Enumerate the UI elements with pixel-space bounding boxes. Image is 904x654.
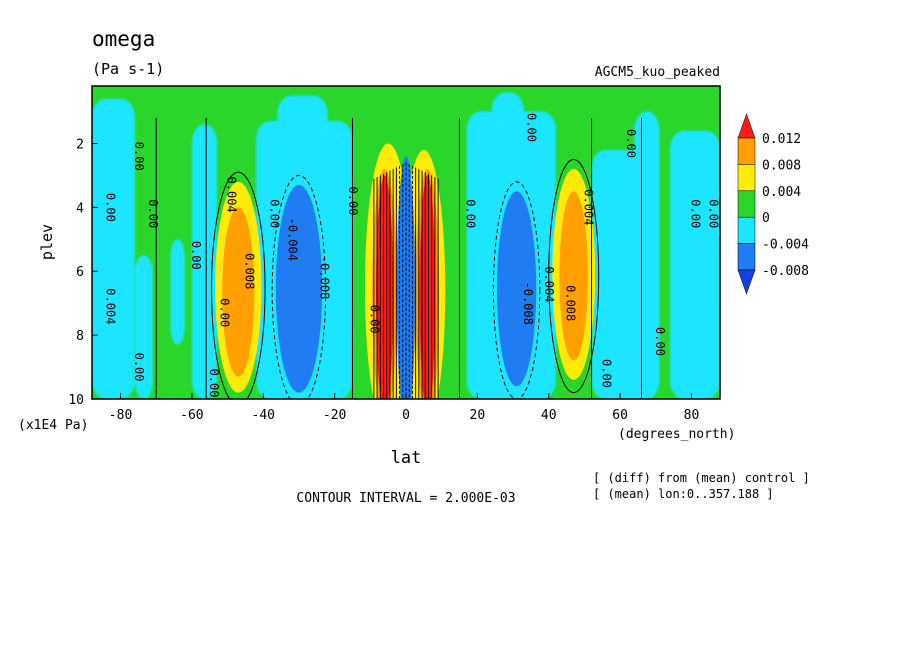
contour-label: 0.00 <box>653 327 667 356</box>
contour-label: 0.00 <box>267 199 281 228</box>
negative-region <box>491 92 524 128</box>
x-tick-label: -80 <box>109 408 132 423</box>
contour-label: 0.00 <box>464 199 478 228</box>
colorbar-swatch <box>737 243 756 271</box>
colorbar-label: -0.004 <box>762 238 809 253</box>
contour-interval-text: CONTOUR INTERVAL = 2.000E-03 <box>296 491 515 506</box>
negative-region <box>277 95 328 144</box>
contour-label: 0.008 <box>564 285 578 321</box>
contour-label: 0.00 <box>524 113 538 142</box>
contour-label: 0.00 <box>103 193 117 222</box>
plot-area: 0.00 0.004 0.00 0.00 0.00 0.00 0.00 0.004 0.008 0… <box>92 86 720 399</box>
x-tick-label: 40 <box>541 408 557 423</box>
y-tick-label: 2 <box>76 137 84 152</box>
contour-label: 0.00 <box>688 199 702 228</box>
contour-label: -0.008 <box>521 282 535 325</box>
negative-region <box>634 111 660 399</box>
x-axis: -80 -60 -40 -20 0 20 40 60 80 <box>109 393 699 423</box>
y-tick-label: 6 <box>76 265 84 280</box>
contour-label: 0.00 <box>367 305 381 334</box>
x-tick-label: -20 <box>323 408 346 423</box>
contour-line <box>211 171 266 399</box>
y-tick-label: 4 <box>76 201 84 216</box>
colorbar-label: 0.004 <box>762 185 801 200</box>
colorbar-label: 0.008 <box>762 158 801 173</box>
negative-cell-north-core <box>496 191 537 387</box>
contour-line <box>548 158 600 394</box>
chart-title: omega <box>92 27 155 51</box>
positive-cell-south-core <box>222 207 255 377</box>
colorbar-legend: 0.012 0.008 0.004 0 -0.004 -0.008 <box>737 113 809 295</box>
contour-label: 0.00 <box>207 369 221 398</box>
y-axis-title: plev <box>38 224 56 260</box>
negative-region <box>670 130 720 399</box>
negative-cell-south-core <box>275 185 323 393</box>
contour-label: -0.004 <box>542 259 556 302</box>
equatorial-positive-red <box>376 175 394 399</box>
negative-region <box>191 124 217 399</box>
experiment-label: AGCM5_kuo_peaked <box>595 65 720 80</box>
contour-label: 0.00 <box>706 199 720 228</box>
x-tick-label: 80 <box>684 408 700 423</box>
contour-label: 0.004 <box>225 177 239 213</box>
x-tick-label: 0 <box>402 408 410 423</box>
x-tick-label: -60 <box>180 408 203 423</box>
contour-line <box>492 181 541 399</box>
x-axis-units: (degrees_north) <box>618 427 735 442</box>
contour-label: 0.00 <box>624 129 638 158</box>
colorbar-label: 0 <box>762 211 770 226</box>
contour-label: 0.00 <box>346 187 360 216</box>
positive-cell-north-core <box>559 191 588 361</box>
x-tick-label: 60 <box>612 408 628 423</box>
contour-label: 0.004 <box>103 288 117 324</box>
y-axis-units: (x1E4 Pa) <box>18 418 88 433</box>
footnote-diff: [ (diff) from (mean) control ] <box>593 471 810 485</box>
contour-label: 0.00 <box>132 353 146 382</box>
y-tick-label: 10 <box>68 393 84 408</box>
colorbar-label: 0.012 <box>762 132 801 147</box>
colorbar-swatch <box>737 269 756 295</box>
equatorial-negative-core <box>396 156 416 399</box>
footnote-mean: [ (mean) lon:0..357.188 ] <box>593 487 774 501</box>
contour-label: 0.00 <box>189 241 203 270</box>
chart-units: (Pa s-1) <box>92 60 164 78</box>
contour-line <box>271 174 327 399</box>
colorbar-swatch <box>737 164 756 192</box>
colorbar-swatch <box>737 137 756 165</box>
negative-region <box>170 239 185 345</box>
contour-label: 0.00 <box>146 199 160 228</box>
y-tick-label: 8 <box>76 329 84 344</box>
negative-region <box>113 162 128 272</box>
contour-label: 0.00 <box>599 359 613 388</box>
colorbar-label: -0.008 <box>762 264 809 279</box>
contour-label: -0.008 <box>317 256 331 299</box>
contour-label: 0.004 <box>581 189 595 225</box>
x-tick-label: 20 <box>470 408 486 423</box>
y-axis: 2 4 6 8 10 <box>68 137 98 408</box>
contour-label: 0.008 <box>242 253 256 289</box>
contour-label: -0.004 <box>285 218 299 261</box>
colorbar-swatch <box>737 190 756 218</box>
contour-label: 0.00 <box>132 142 146 171</box>
contour-label: 0.00 <box>217 298 231 327</box>
x-tick-label: -40 <box>252 408 275 423</box>
x-axis-title: lat <box>391 448 422 468</box>
colorbar-swatch <box>737 216 756 244</box>
colorbar-swatch <box>737 113 756 139</box>
negative-region <box>134 255 153 399</box>
